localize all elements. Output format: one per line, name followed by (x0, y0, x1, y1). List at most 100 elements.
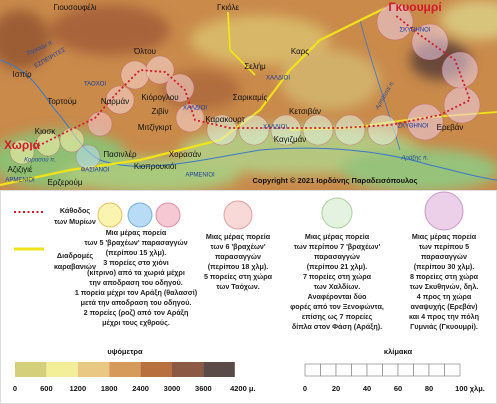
day-circle (367, 114, 399, 146)
place-label: Κιοπρουκιόι (134, 162, 177, 171)
legend-description: των Ταόχων. (216, 282, 260, 291)
legend-description: Μια μέρας πορεία (106, 228, 167, 237)
place-label: Ερεβάν (437, 123, 464, 132)
copyright: Copyright © 2021 Ιορδάνης Παραδεισόπουλο… (252, 176, 417, 185)
tribe-label: ΧΑΛΔΙΟΙ (263, 125, 287, 131)
tribe-label: ΣΚΥΘΗΝΟΙ (399, 28, 430, 34)
day-circle (59, 127, 85, 153)
scale-label: 0 (303, 384, 307, 393)
city-label: Γκυουμρί (388, 0, 441, 14)
elevation-label: 0 (13, 384, 17, 393)
place-label: Κιοσκ (35, 127, 57, 136)
elevation-swatch (15, 362, 47, 377)
place-label: Κετσιβάν (289, 107, 321, 116)
place-label: Καρακουρτ (205, 115, 245, 124)
caravan-label: Διαδρομές (57, 251, 93, 260)
elevation-label: 2400 (132, 384, 149, 393)
scale-segment (335, 363, 352, 377)
day-circle (35, 131, 61, 157)
place-label: Γιουσουφέλι (54, 3, 97, 12)
elevation-swatch (77, 362, 110, 377)
route-label: των Μυρίων (54, 217, 96, 226)
circle-key (321, 197, 353, 229)
place-label: Ζιβίν (151, 107, 168, 116)
place-label: Κιόρογλου (141, 93, 178, 102)
legend-description: Μιας μέρας πορεία (305, 232, 370, 241)
scale-segment (397, 363, 414, 377)
elevation-swatch (140, 362, 172, 377)
caravan-label: καραβανιών (54, 262, 96, 271)
place-label: Αζιζιγιέ (8, 165, 33, 174)
circle-key (97, 202, 123, 228)
place-label: Καρς (291, 47, 309, 56)
elevation-swatch (109, 362, 141, 377)
legend-description: δίπλα στον Φάση (Αράξη). (292, 322, 382, 331)
legend-description: των 6 'βραχέων' (210, 242, 265, 251)
scale-segment (444, 363, 461, 377)
legend-description: (κίτρινο) από τα χωριά μέχρι (87, 268, 185, 277)
place-label: Χορασάν (169, 150, 202, 159)
tribe-label: ΦΑΣΙΑΝΟΙ (81, 168, 110, 174)
elevation-title: υψόμετρα (107, 347, 143, 356)
elevation-swatch (46, 362, 78, 377)
scale-label: 60 (394, 384, 402, 393)
scale-segment (304, 363, 321, 377)
day-circle (411, 23, 449, 61)
elevation-label: 1200 (69, 384, 86, 393)
legend-description: μέχρι τους εχθρούς. (102, 318, 170, 327)
day-circle (75, 144, 101, 170)
day-march-circles (9, 3, 481, 170)
place-label: Τορτούμ (47, 97, 77, 106)
scale-title: κλίμακα (384, 347, 413, 356)
scale-segment (320, 363, 337, 377)
day-circle (443, 86, 481, 124)
day-circle (334, 114, 366, 146)
tribe-label: ΧΑΛΔΙΟΙ (266, 76, 290, 82)
legend-description: την αποδραση του οδηγού. (89, 278, 183, 287)
circle-key (424, 191, 464, 231)
legend-description: επίσης ως 7 πορείες (302, 312, 373, 321)
legend-description: παρασαγγών (421, 252, 467, 261)
day-circle (441, 51, 479, 89)
legend-description: και 4 προς την πόλη (409, 312, 479, 321)
tribe-label: ΑΡΜΕΝΙΟΙ (185, 173, 215, 179)
place-label: Ισπίρ (12, 70, 31, 79)
day-circle (165, 73, 195, 103)
scale-segment (413, 363, 430, 377)
river-label: Αράξης π. (400, 156, 428, 162)
legend-description: Αναφέρονται δύο (308, 292, 368, 301)
scale-label: 20 (332, 384, 340, 393)
legend-description: 7 πορείες στη χώρα (303, 272, 372, 281)
tribe-label: ΧΑΛΔΙΟΙ (183, 106, 207, 112)
route (29, 14, 472, 151)
circle-key (223, 200, 253, 230)
legend-description: παρασαγγών (215, 252, 261, 261)
legend-description: 5 πορείες στη χώρα (204, 272, 273, 281)
place-label: Πασινλέρ (103, 150, 137, 159)
scale-segment (366, 363, 383, 377)
scale-segment (382, 363, 399, 377)
place-label: Σαρικαμίς (233, 93, 268, 102)
day-circle (406, 103, 444, 141)
legend-description: (περίπου 21 χλμ). (307, 262, 368, 271)
tribe-label: ΤΑΟΧΟΙ (84, 82, 106, 88)
scale-label: 80 (425, 384, 433, 393)
place-label: Ερζερούμ (48, 178, 83, 187)
legend-description: των 5 'βραχέων' παρασαγγών (84, 238, 187, 247)
scale-label: 100 χλμ. (455, 384, 485, 393)
scale-label: 40 (363, 384, 371, 393)
legend-description: (περίπου 18 χλμ). (208, 262, 269, 271)
legend-description: 1 πορεία μέχρι τον Αράξη (θαλασσί) (75, 288, 198, 297)
day-circle (302, 114, 334, 146)
river-label: Κορασού π. (24, 157, 56, 164)
place-label: Γκιόλε (217, 3, 239, 12)
legend-description: 8 πορείες στη χώρα (410, 272, 479, 281)
legend: υψόμετρα κλίμακα Κάθοδος των Μυρίων Διαδρο… (13, 191, 485, 393)
day-circle (376, 3, 414, 41)
elevation-label: 1800 (101, 384, 118, 393)
legend-description: μετά την αποδραση του οδηγού. (81, 298, 192, 307)
legend-description: των περίπου 7 'βραχέων' (294, 242, 381, 251)
tribe-label: ΣΚΥΘΗΝΟΙ (397, 124, 428, 130)
